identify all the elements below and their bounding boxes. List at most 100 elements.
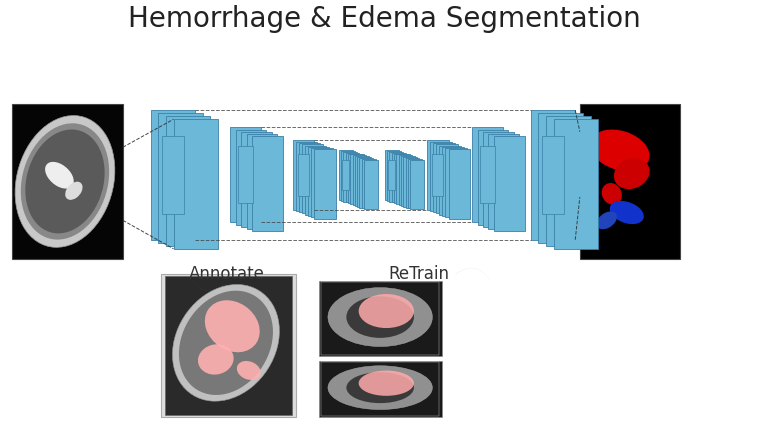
FancyArrowPatch shape [190, 277, 224, 291]
Bar [293, 140, 314, 210]
Bar [348, 154, 362, 203]
Text: ReTrain: ReTrain [388, 265, 449, 283]
Ellipse shape [346, 372, 414, 403]
Bar [302, 144, 323, 213]
Bar [241, 132, 272, 227]
Bar [319, 281, 442, 356]
Bar [359, 158, 373, 208]
Bar [298, 154, 309, 196]
Bar [472, 127, 503, 222]
Bar [478, 130, 508, 225]
Bar [541, 136, 564, 214]
Bar [403, 157, 417, 207]
Bar [494, 136, 525, 231]
Bar [321, 362, 439, 416]
Bar [166, 116, 210, 246]
Bar [436, 144, 458, 213]
Bar [314, 149, 336, 219]
Bar [483, 132, 514, 227]
Bar [355, 156, 369, 206]
FancyArrowPatch shape [455, 268, 490, 281]
Ellipse shape [328, 366, 432, 410]
Bar [394, 154, 408, 203]
Bar [445, 148, 467, 217]
Ellipse shape [198, 344, 233, 375]
Ellipse shape [346, 296, 414, 338]
Ellipse shape [328, 288, 432, 346]
Ellipse shape [359, 371, 414, 396]
Bar [480, 146, 495, 203]
Bar [392, 153, 406, 203]
Ellipse shape [205, 300, 260, 352]
Bar [174, 119, 218, 249]
Bar [531, 110, 575, 240]
Bar [321, 282, 439, 355]
Bar [430, 142, 452, 211]
Bar [439, 146, 461, 215]
Bar [387, 151, 401, 200]
Bar [12, 104, 123, 259]
Bar [311, 148, 333, 217]
Ellipse shape [237, 361, 260, 380]
Bar [252, 136, 283, 231]
Bar [546, 116, 591, 246]
Bar [305, 146, 326, 215]
Bar [362, 159, 376, 209]
Bar [388, 160, 395, 190]
Ellipse shape [601, 183, 622, 205]
Ellipse shape [45, 162, 74, 189]
Ellipse shape [173, 285, 280, 401]
Ellipse shape [610, 201, 644, 224]
Bar [357, 157, 371, 207]
Bar [488, 134, 519, 229]
Bar [350, 155, 364, 204]
Bar [165, 276, 292, 415]
Ellipse shape [359, 294, 414, 328]
Bar [432, 154, 443, 196]
Bar [449, 149, 470, 219]
Bar [247, 134, 277, 229]
Bar [408, 159, 422, 209]
Bar [319, 361, 442, 417]
Bar [339, 150, 353, 200]
Bar [538, 113, 583, 243]
Bar [158, 113, 203, 243]
Bar [341, 151, 355, 200]
Bar [389, 152, 403, 201]
Ellipse shape [21, 123, 109, 240]
Bar [343, 160, 349, 190]
Bar [385, 150, 399, 200]
Bar [442, 147, 464, 216]
Bar [353, 156, 366, 205]
Ellipse shape [15, 115, 115, 248]
Bar [346, 153, 359, 203]
Bar [401, 156, 415, 206]
Bar [396, 155, 410, 204]
Bar [162, 136, 184, 214]
Bar [364, 160, 378, 210]
Ellipse shape [65, 182, 82, 200]
Bar [343, 152, 357, 201]
Bar [238, 146, 253, 203]
Bar [296, 142, 317, 211]
Bar [230, 127, 261, 222]
Bar [410, 160, 424, 210]
Ellipse shape [179, 291, 273, 395]
Text: Annotate: Annotate [189, 265, 264, 283]
Bar [580, 104, 680, 259]
Bar [554, 119, 598, 249]
Bar [427, 140, 449, 210]
Bar [433, 143, 455, 212]
Bar [236, 130, 266, 225]
Text: Hemorrhage & Edema Segmentation: Hemorrhage & Edema Segmentation [127, 6, 641, 33]
Ellipse shape [614, 158, 650, 189]
Bar [406, 158, 419, 208]
Bar [308, 147, 329, 216]
Bar [299, 143, 320, 212]
Ellipse shape [25, 130, 104, 233]
Bar [151, 110, 195, 240]
Bar [161, 274, 296, 417]
Bar [399, 156, 412, 205]
Ellipse shape [590, 130, 650, 171]
Ellipse shape [597, 211, 617, 229]
